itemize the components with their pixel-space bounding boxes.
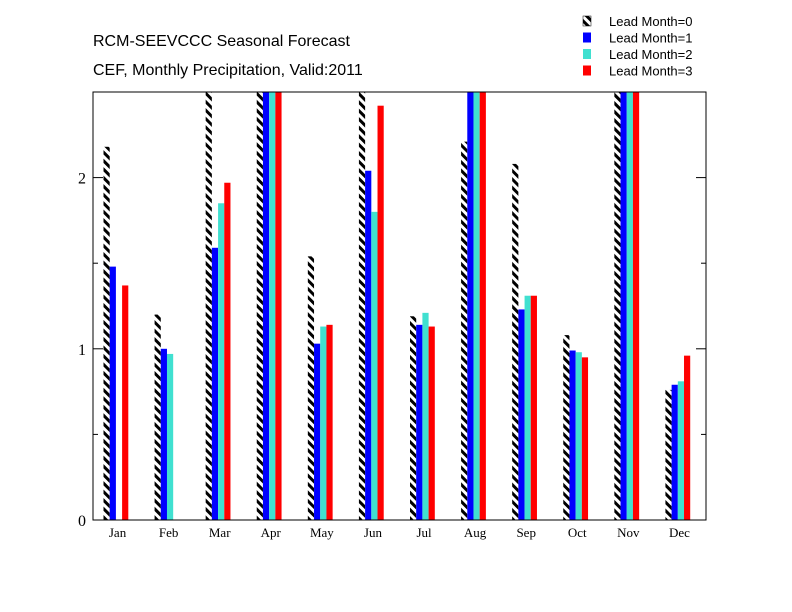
bar-nov-series-3 xyxy=(632,92,640,520)
bar-feb-series-0 xyxy=(154,314,161,520)
bar-mar-series-1 xyxy=(211,247,219,521)
xtick-label-dec: Dec xyxy=(669,525,690,540)
bar-dec-series-0 xyxy=(665,389,672,520)
bar-oct-series-2 xyxy=(575,352,582,520)
bar-may-series-1 xyxy=(314,343,321,520)
bar-feb-series-2 xyxy=(166,353,174,520)
bar-dec-series-1 xyxy=(671,384,678,520)
bar-mar-series-2 xyxy=(218,203,225,520)
bar-aug-series-3 xyxy=(479,92,486,520)
bar-apr-series-0 xyxy=(256,92,263,520)
bar-sep-series-3 xyxy=(530,295,537,520)
bar-jun-series-3 xyxy=(377,105,384,521)
bar-jun-series-1 xyxy=(365,170,372,520)
legend-label-2: Lead Month=2 xyxy=(609,47,692,62)
bar-oct-series-0 xyxy=(563,335,570,520)
xtick-label-jun: Jun xyxy=(364,525,383,540)
bar-dec-series-3 xyxy=(684,355,691,520)
xtick-label-nov: Nov xyxy=(617,525,640,540)
bars xyxy=(103,92,691,521)
legend-label-3: Lead Month=3 xyxy=(609,64,692,79)
ytick-label: 2 xyxy=(78,171,86,188)
legend-label-0: Lead Month=0 xyxy=(609,14,692,29)
legend-label-1: Lead Month=1 xyxy=(609,31,692,46)
legend-swatch-0 xyxy=(582,15,592,27)
bar-jul-series-0 xyxy=(410,316,417,520)
xtick-label-may: May xyxy=(310,525,334,540)
bar-sep-series-2 xyxy=(524,295,531,520)
bar-jan-series-0 xyxy=(103,146,110,520)
bar-aug-series-1 xyxy=(467,92,474,520)
bar-nov-series-2 xyxy=(626,92,633,520)
bar-sep-series-0 xyxy=(512,163,519,521)
bar-jul-series-1 xyxy=(416,324,423,520)
x-axis: Jan Feb Mar Apr May Jun Jul Aug Sep Oct Nov Dec xyxy=(109,525,690,540)
y-axis: 0 1 2 xyxy=(78,171,706,530)
bar-may-series-3 xyxy=(326,324,333,520)
bar-jul-series-2 xyxy=(422,312,429,520)
xtick-label-mar: Mar xyxy=(209,525,231,540)
xtick-label-jan: Jan xyxy=(109,525,127,540)
chart-subtitle: CEF, Monthly Precipitation, Valid:2011 xyxy=(93,62,363,79)
bar-jan-series-1 xyxy=(109,266,116,520)
bar-jun-series-0 xyxy=(358,92,366,520)
bar-oct-series-1 xyxy=(569,350,576,520)
bar-jul-series-3 xyxy=(428,326,435,520)
legend-swatch-1 xyxy=(583,32,591,43)
bar-feb-series-1 xyxy=(160,348,167,520)
xtick-label-sep: Sep xyxy=(516,525,536,540)
bar-mar-series-3 xyxy=(224,182,231,520)
xtick-label-apr: Apr xyxy=(261,525,282,540)
bar-apr-series-1 xyxy=(262,92,270,520)
xtick-label-oct: Oct xyxy=(568,525,587,540)
bar-oct-series-3 xyxy=(581,357,589,520)
ytick-label: 1 xyxy=(78,342,86,359)
bar-jan-series-3 xyxy=(122,285,129,520)
bar-apr-series-2 xyxy=(269,92,276,520)
legend-swatch-3 xyxy=(583,65,591,76)
plot-frame xyxy=(92,91,707,521)
xtick-label-feb: Feb xyxy=(159,525,179,540)
bar-jun-series-2 xyxy=(371,211,378,520)
chart-title: RCM-SEEVCCC Seasonal Forecast xyxy=(93,33,351,50)
bar-may-series-2 xyxy=(320,326,327,520)
bar-nov-series-1 xyxy=(620,92,627,520)
bar-apr-series-3 xyxy=(275,92,282,520)
legend-swatch-2 xyxy=(583,49,591,59)
bar-aug-series-2 xyxy=(473,92,480,520)
bar-dec-series-2 xyxy=(677,381,685,520)
bar-aug-series-0 xyxy=(461,141,468,520)
ytick-label: 0 xyxy=(78,513,86,530)
bar-sep-series-1 xyxy=(518,309,525,520)
bar-may-series-0 xyxy=(307,256,315,520)
xtick-label-jul: Jul xyxy=(416,525,432,540)
xtick-label-aug: Aug xyxy=(464,525,487,540)
bar-nov-series-0 xyxy=(614,92,621,520)
bar-mar-series-0 xyxy=(205,92,212,520)
